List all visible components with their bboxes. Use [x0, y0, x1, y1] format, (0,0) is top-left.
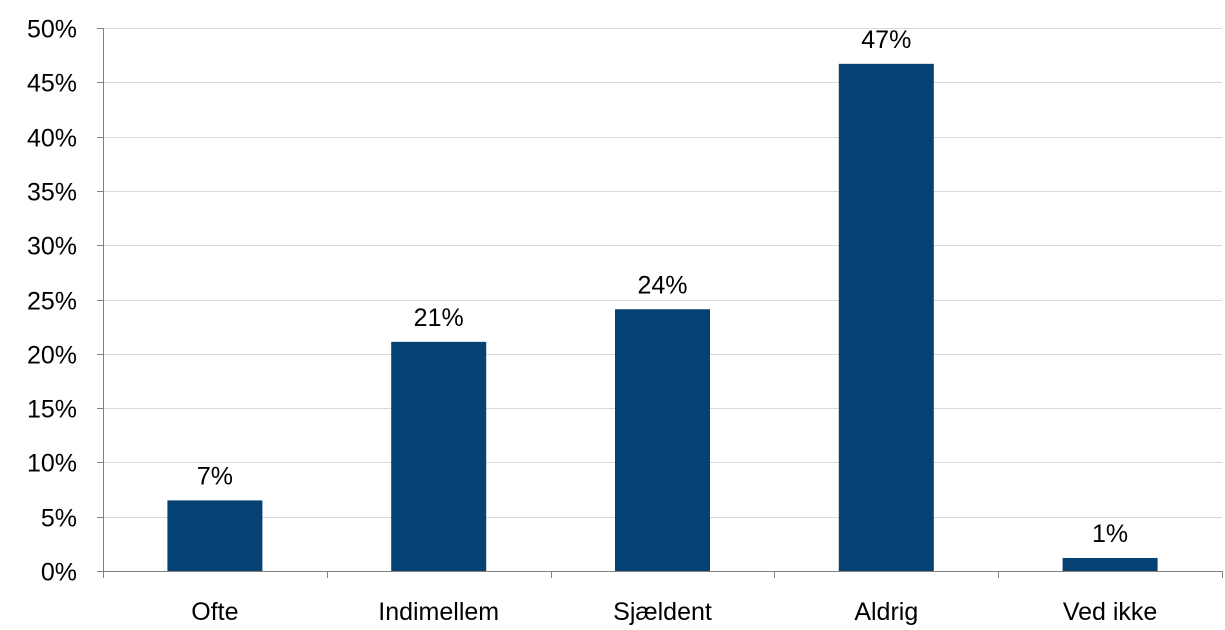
x-tick-label: Ved ikke	[1063, 598, 1158, 625]
data-label: 1%	[1092, 520, 1128, 548]
labels: 0% 5% 10% 15% 20% 25% 30% 35% 40% 45% 50% 7% Ofte 21%…	[27, 16, 1158, 627]
data-label: 21%	[414, 304, 464, 332]
y-tick-label: 10%	[27, 450, 77, 478]
bar	[167, 500, 263, 571]
y-tick-label: 35%	[27, 179, 77, 207]
data-label: 47%	[861, 26, 911, 54]
gridlines	[103, 28, 1222, 518]
x-tick-label: Indimellem	[378, 598, 499, 625]
y-tick-label: 25%	[27, 288, 77, 316]
y-tick-label: 20%	[27, 342, 77, 370]
x-tick-label: Aldrig	[854, 598, 918, 625]
y-tick-label: 5%	[41, 505, 77, 533]
y-tick-label: 45%	[27, 70, 77, 98]
bar	[1062, 557, 1158, 571]
bars	[167, 63, 1158, 571]
bar	[615, 309, 710, 571]
y-tick-label: 0%	[41, 559, 77, 587]
data-label: 24%	[637, 271, 687, 299]
x-tick-label: Sjældent	[613, 598, 712, 625]
y-tick-label: 40%	[27, 125, 77, 153]
data-label: 7%	[197, 462, 233, 490]
y-tick-label: 15%	[27, 396, 77, 424]
bar	[838, 63, 934, 571]
x-tick-label: Ofte	[191, 598, 238, 625]
bar	[391, 341, 487, 571]
y-tick-label: 30%	[27, 233, 77, 261]
axes	[97, 28, 1223, 578]
y-tick-label: 50%	[27, 16, 77, 44]
